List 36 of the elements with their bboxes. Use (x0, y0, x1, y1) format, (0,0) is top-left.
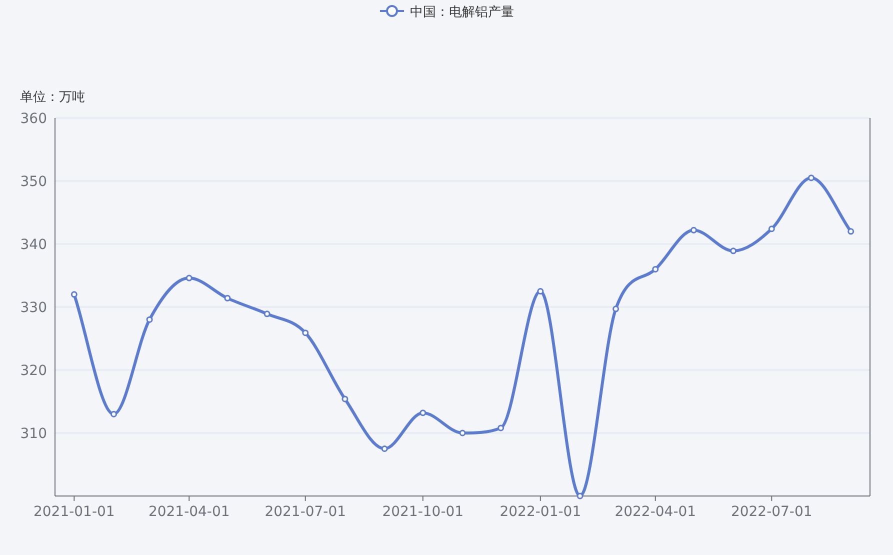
x-tick-label: 2022-07-01 (730, 504, 812, 520)
point (652, 266, 659, 272)
point (498, 424, 504, 432)
legend-label: 中国：电解铝产量 (410, 5, 514, 20)
point (459, 430, 466, 436)
point (730, 248, 737, 254)
point (70, 291, 78, 298)
x-tick-label: 2022-01-01 (500, 504, 582, 520)
y-tick-label: 330 (20, 300, 47, 316)
point (612, 306, 620, 312)
point (302, 330, 309, 336)
y-tick-label: 350 (20, 174, 47, 190)
point (808, 174, 814, 182)
x-tick-label: 2022-04-01 (614, 504, 696, 520)
y-tick-label: 320 (20, 363, 47, 379)
x-tick-label: 2021-01-01 (33, 504, 115, 520)
point (420, 410, 426, 416)
point (690, 226, 697, 234)
point (381, 446, 388, 452)
x-tick-label: 2021-10-01 (382, 504, 464, 520)
y-tick-label: 340 (20, 237, 47, 253)
x-tick-label: 2021-04-01 (148, 504, 230, 520)
y-tick-label: 310 (20, 426, 47, 442)
point (146, 316, 153, 323)
point (224, 294, 231, 302)
point (110, 410, 118, 418)
y-axis-title: 单位：万吨 (20, 90, 85, 105)
point (537, 288, 544, 294)
x-tick-label: 2021-07-01 (264, 504, 346, 520)
point (848, 228, 854, 235)
point (264, 310, 270, 318)
point (768, 226, 775, 232)
point (186, 274, 192, 282)
point (576, 492, 584, 500)
point (342, 396, 348, 402)
y-tick-label: 360 (20, 111, 47, 127)
